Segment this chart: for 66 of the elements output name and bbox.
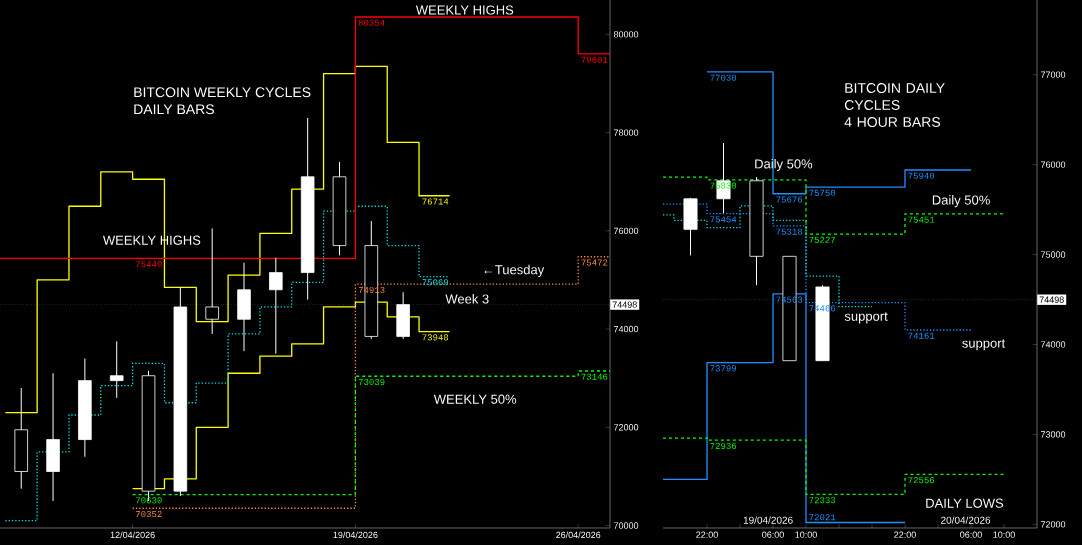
data-label: 73799 (710, 365, 737, 372)
data-label: 77030 (710, 74, 737, 81)
text: 4 HOUR BARS (844, 117, 941, 127)
annotation: 20/04/2026 (941, 516, 991, 524)
candlestick (269, 257, 283, 355)
data-label: 70630 (136, 497, 162, 504)
y-tick-label: 76000 (1040, 161, 1066, 168)
y-tick-label: 76000 (613, 227, 639, 235)
data-label: 79601 (581, 56, 608, 63)
y-tick-label: 75000 (1040, 251, 1066, 258)
x-tick-label: 26/04/2026 (556, 531, 601, 539)
data-label: 73039 (358, 378, 385, 386)
annotation: Week 3 (445, 294, 489, 304)
data-label: 73948 (422, 334, 449, 341)
data-label: 72021 (809, 514, 836, 521)
text: DAILY BARS (134, 104, 214, 115)
data-label: 80354 (358, 19, 385, 26)
text: BITCOIN DAILY CYCLES (844, 83, 945, 110)
ref-line-label: 74498 (1039, 296, 1064, 303)
annotation: support (962, 339, 1006, 351)
annotation: WEEKLY 50% (433, 394, 517, 404)
x-tick-label: 12/04/2026 (110, 531, 155, 539)
x-tick-label: 06:00 (762, 531, 784, 538)
candlestick (109, 340, 124, 399)
data-label: 74161 (908, 332, 935, 339)
x-tick-label: 10:00 (993, 531, 1015, 538)
data-label: 76714 (422, 198, 449, 205)
y-tick-label: 77000 (1040, 71, 1066, 78)
data-label: 75440 (136, 261, 162, 268)
y-tick-label: 80000 (613, 31, 639, 38)
y-tick-label: 70000 (613, 522, 639, 529)
data-label: 75451 (908, 216, 935, 223)
candlestick (205, 227, 219, 335)
data-label: 75750 (809, 189, 836, 196)
annotation: DAILY LOWS (926, 498, 1004, 508)
data-label: 75472 (581, 259, 608, 266)
data-label: 75676 (776, 196, 803, 203)
data-label: 75454 (710, 216, 737, 223)
data-label: 73146 (581, 373, 608, 380)
data-label: 72333 (809, 497, 836, 504)
ref-line-label: 74498 (612, 301, 637, 308)
y-tick-label: 74000 (1040, 341, 1066, 348)
data-label: 72936 (710, 442, 737, 450)
data-label: 72556 (908, 477, 935, 484)
y-tick-label: 72000 (1040, 521, 1066, 528)
data-label: 75227 (809, 236, 836, 243)
x-tick-label: 22:00 (894, 531, 916, 538)
annotation: 19/04/2026 (743, 516, 793, 524)
data-label: 75069 (422, 279, 449, 286)
annotation: WEEKLY HIGHS (415, 5, 514, 15)
annotation: Daily 50% (932, 195, 990, 208)
y-tick-label: 73000 (1040, 431, 1066, 438)
y-tick-label: 74000 (613, 325, 639, 333)
x-tick-label: 22:00 (696, 531, 718, 538)
data-label: 70352 (136, 510, 162, 518)
y-tick-label: 78000 (613, 129, 639, 136)
data-label: 74563 (776, 296, 803, 303)
data-label: 75318 (776, 228, 803, 235)
x-tick-label: 10:00 (795, 531, 817, 538)
y-tick-label: 72000 (613, 424, 639, 431)
x-tick-label: 19/04/2026 (333, 531, 378, 539)
annotation: support (844, 312, 888, 324)
text: BITCOIN WEEKLY CYCLES (134, 87, 311, 98)
x-tick-label: 06:00 (960, 531, 982, 538)
data-label: 75940 (908, 172, 935, 179)
annotation: ←Tuesday (484, 264, 545, 277)
